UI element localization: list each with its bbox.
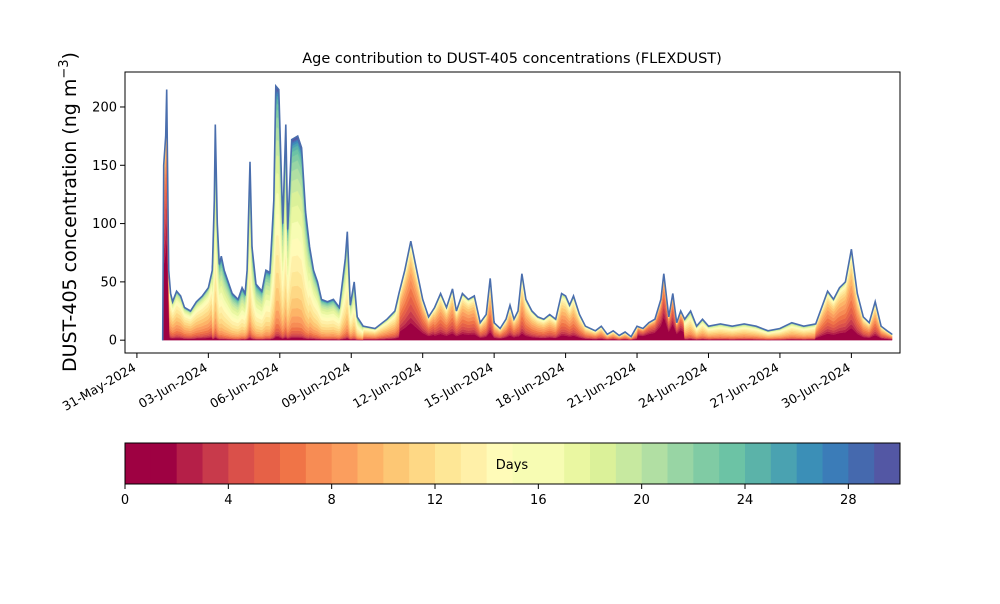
colorbar-bin bbox=[254, 443, 281, 484]
colorbar-label: Days bbox=[496, 458, 529, 473]
colorbar-bin bbox=[822, 443, 849, 484]
colorbar-bin bbox=[125, 443, 152, 484]
colorbar-tick-label: 4 bbox=[224, 493, 232, 508]
colorbar-tick-label: 16 bbox=[530, 493, 547, 508]
x-tick-label: 03-Jun-2024 bbox=[136, 360, 210, 411]
colorbar-bin bbox=[693, 443, 720, 484]
colorbar-bins bbox=[125, 443, 901, 484]
colorbar-bin bbox=[176, 443, 203, 484]
y-tick-label: 200 bbox=[92, 100, 117, 115]
x-tick-label: 18-Jun-2024 bbox=[493, 360, 567, 411]
colorbar-tick-label: 20 bbox=[633, 493, 650, 508]
colorbar-bin bbox=[615, 443, 643, 484]
colorbar-bin bbox=[202, 443, 229, 484]
y-tick-label: 0 bbox=[109, 334, 117, 349]
colorbar: Days 0 4 8 12 16 20 24 28 bbox=[121, 442, 901, 508]
x-tick-label: 30-Jun-2024 bbox=[779, 360, 853, 411]
colorbar-bin bbox=[538, 443, 565, 484]
colorbar-bin bbox=[460, 443, 488, 484]
colorbar-bin bbox=[770, 443, 798, 484]
colorbar-bin bbox=[796, 443, 823, 484]
colorbar-tick-label: 0 bbox=[121, 493, 129, 508]
x-tick-label: 27-Jun-2024 bbox=[707, 360, 781, 411]
y-axis-label: DUST-405 concentration (ng m−3) bbox=[57, 52, 81, 372]
x-tick-label: 15-Jun-2024 bbox=[421, 360, 495, 411]
colorbar-ticks: 0 4 8 12 16 20 24 28 bbox=[121, 484, 857, 508]
x-tick-label: 12-Jun-2024 bbox=[350, 360, 424, 411]
colorbar-bin bbox=[280, 443, 307, 484]
axes-frame bbox=[124, 71, 901, 354]
y-tick-label: 100 bbox=[92, 217, 117, 232]
chart-title: Age contribution to DUST-405 concentrati… bbox=[302, 51, 722, 67]
colorbar-tick-label: 28 bbox=[840, 493, 857, 508]
colorbar-bin bbox=[435, 443, 462, 484]
y-axis: 0 50 100 150 200 bbox=[92, 100, 125, 349]
colorbar-bin bbox=[848, 443, 875, 484]
colorbar-bin bbox=[305, 443, 333, 484]
colorbar-tick-label: 12 bbox=[427, 493, 444, 508]
x-tick-label: 21-Jun-2024 bbox=[564, 360, 638, 411]
colorbar-tick-label: 8 bbox=[328, 493, 336, 508]
total-concentration-line bbox=[161, 83, 893, 341]
x-tick-label: 09-Jun-2024 bbox=[279, 360, 353, 411]
x-tick-label: 24-Jun-2024 bbox=[636, 360, 710, 411]
colorbar-bin bbox=[667, 443, 694, 484]
y-tick-label: 50 bbox=[100, 275, 117, 290]
x-axis: 31-May-202403-Jun-202406-Jun-202409-Jun-… bbox=[60, 353, 853, 414]
colorbar-tick-label: 24 bbox=[737, 493, 754, 508]
colorbar-bin bbox=[150, 443, 178, 484]
colorbar-frame bbox=[124, 442, 901, 485]
colorbar-bin bbox=[409, 443, 436, 484]
y-tick-label: 150 bbox=[92, 159, 117, 174]
colorbar-bin bbox=[512, 443, 539, 484]
colorbar-bin bbox=[641, 443, 668, 484]
colorbar-bin bbox=[331, 443, 358, 484]
colorbar-bin bbox=[874, 443, 901, 484]
colorbar-bin bbox=[357, 443, 384, 484]
x-tick-label: 06-Jun-2024 bbox=[207, 360, 281, 411]
colorbar-bin bbox=[719, 443, 746, 484]
colorbar-bin bbox=[228, 443, 255, 484]
colorbar-bin bbox=[590, 443, 617, 484]
colorbar-bin bbox=[486, 443, 513, 484]
colorbar-bin bbox=[564, 443, 591, 484]
colorbar-bin bbox=[383, 443, 410, 484]
colorbar-bin bbox=[745, 443, 772, 484]
